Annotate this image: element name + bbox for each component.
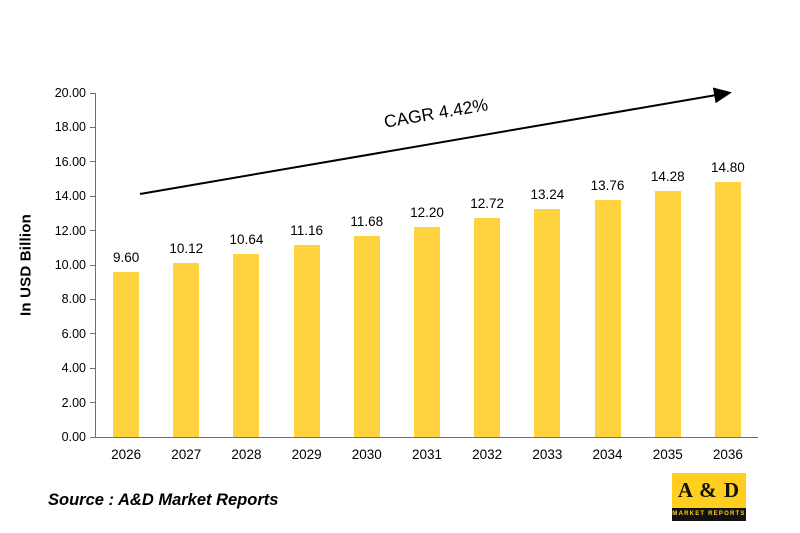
bar bbox=[173, 262, 200, 437]
source-text: Source : A&D Market Reports bbox=[48, 491, 279, 509]
logo-monogram: A & D bbox=[672, 473, 746, 508]
y-tick-label: 12.00 bbox=[54, 223, 86, 238]
bar-value-label: 12.72 bbox=[470, 196, 505, 212]
bar bbox=[594, 200, 621, 437]
x-tick-label: 2030 bbox=[351, 447, 382, 462]
bar bbox=[714, 182, 741, 437]
y-tick-label: 16.00 bbox=[54, 154, 86, 169]
bar-value-label: 11.68 bbox=[350, 214, 384, 230]
plot-area: 0.00 2.00 4.00 6.00 8.00 10.00 12.00 14.00 16.00… bbox=[55, 86, 758, 462]
y-tick-mark bbox=[90, 126, 96, 128]
bar bbox=[293, 245, 320, 437]
bar bbox=[233, 254, 260, 437]
y-tick-label: 8.00 bbox=[61, 292, 86, 307]
y-tick-mark bbox=[90, 402, 96, 404]
x-tick-label: 2027 bbox=[171, 447, 202, 462]
y-tick-mark bbox=[90, 298, 96, 300]
y-tick-label: 18.00 bbox=[54, 120, 86, 135]
y-tick-label: 0.00 bbox=[61, 430, 86, 444]
y-tick-label: 10.00 bbox=[54, 258, 86, 272]
y-tick-mark bbox=[90, 230, 96, 232]
bar-value-label: 10.12 bbox=[169, 240, 204, 256]
y-tick-label: 2.00 bbox=[61, 395, 86, 410]
y-axis-title: In USD Billion bbox=[17, 214, 35, 316]
bar bbox=[414, 227, 440, 437]
y-tick-label: 6.00 bbox=[61, 326, 86, 341]
bar-value-label: 9.60 bbox=[112, 249, 140, 265]
x-tick-label: 2035 bbox=[652, 447, 683, 462]
y-tick-mark bbox=[90, 333, 96, 335]
x-tick-label: 2034 bbox=[592, 447, 623, 462]
bar-value-label: 14.80 bbox=[711, 160, 745, 176]
y-tick-mark bbox=[90, 161, 96, 163]
x-tick-label: 2026 bbox=[111, 447, 142, 462]
brand-logo: A & D MARKET REPORTS bbox=[672, 473, 746, 521]
y-tick-label: 20.00 bbox=[54, 86, 86, 100]
x-tick-label: 2033 bbox=[532, 447, 563, 462]
x-tick-label: 2029 bbox=[291, 447, 322, 462]
y-tick-mark bbox=[90, 367, 96, 369]
bar bbox=[474, 218, 501, 437]
bar bbox=[654, 191, 681, 437]
bar bbox=[113, 271, 140, 437]
x-tick-label: 2032 bbox=[472, 447, 503, 462]
x-tick-label: 2036 bbox=[712, 447, 743, 462]
bar-value-label: 10.64 bbox=[229, 232, 264, 247]
bar-value-label: 12.20 bbox=[410, 205, 444, 221]
x-tick-label: 2031 bbox=[411, 447, 443, 462]
bar bbox=[353, 236, 380, 437]
bar-value-label: 11.16 bbox=[290, 223, 323, 239]
y-tick-mark bbox=[90, 264, 96, 266]
y-tick-mark bbox=[90, 195, 96, 197]
y-tick-label: 4.00 bbox=[61, 361, 86, 376]
y-tick-mark bbox=[90, 436, 96, 438]
bar bbox=[534, 209, 561, 437]
logo-caption: MARKET REPORTS bbox=[672, 508, 746, 521]
x-tick-label: 2028 bbox=[231, 447, 262, 462]
y-tick-mark bbox=[90, 92, 96, 94]
y-tick-label: 14.00 bbox=[54, 189, 86, 204]
